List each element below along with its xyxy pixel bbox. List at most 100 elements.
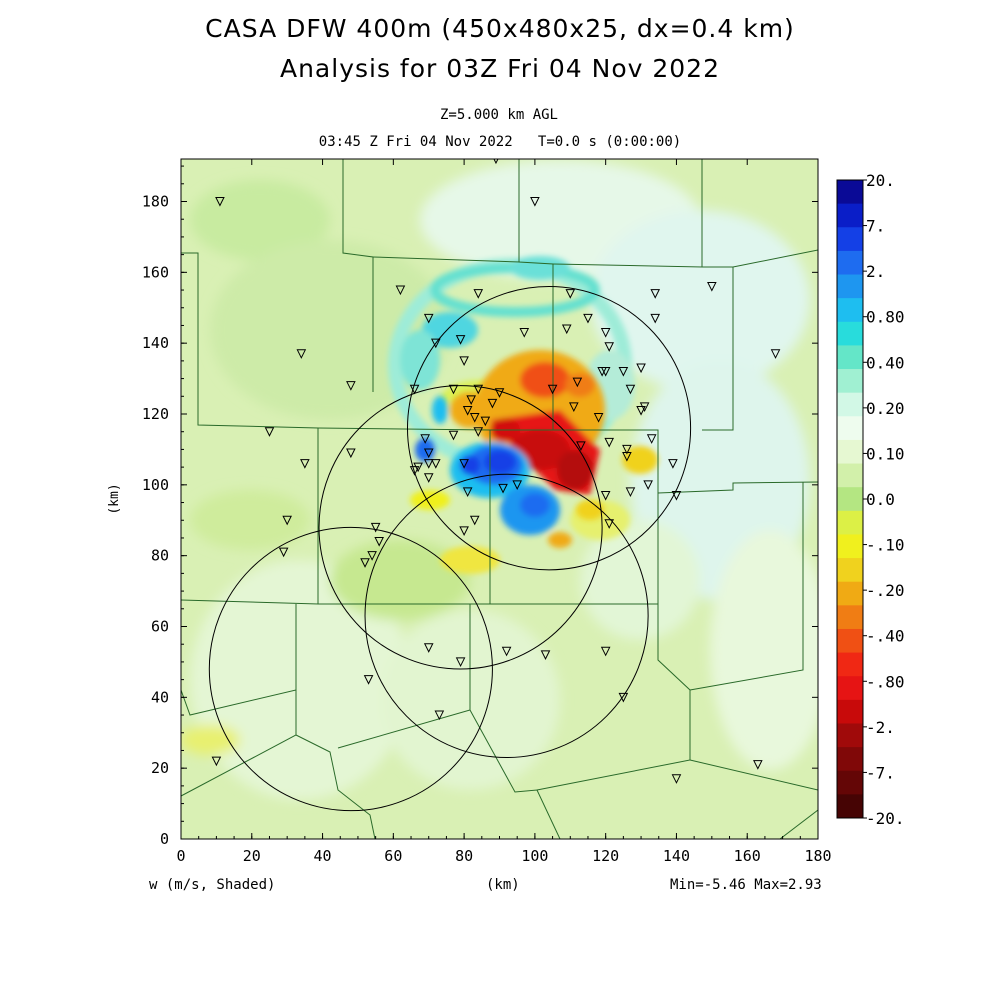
station-marker [215,197,225,207]
colorbar-swatch [837,747,863,772]
station-marker [597,367,607,377]
station-marker [569,402,579,413]
x-axis: 0 20 40 60 80 100 120 140 160 180 [176,159,832,865]
station-marker [498,483,508,494]
x-tick-label: 20 [243,847,261,865]
y-tick-label: 160 [142,263,169,281]
y-axis: 0 20 40 60 80 100 120 140 160 180 [142,165,818,848]
colorbar-swatch [837,250,863,276]
station-marker [650,289,661,299]
station-marker [360,558,370,568]
station-marker [211,756,222,767]
variable-label: w (m/s, Shaded) [149,877,276,893]
colorbar-swatch [837,605,863,630]
station-marker [466,395,476,405]
station-marker [473,427,484,437]
station-marker [409,384,420,395]
station-marker [296,349,307,359]
colorbar-label: 2. [866,262,885,281]
station-marker [622,444,632,455]
station-marker [346,381,356,391]
station-marker [448,430,459,441]
station-marker [604,342,615,352]
station-marker [494,388,505,398]
colorbar-swatch [837,676,863,701]
colorbar-label: -.80 [866,672,905,691]
colorbar-label: -.40 [866,627,905,646]
x-tick-label: 140 [663,847,690,865]
station-marker [547,384,558,395]
colorbar-label: -2. [866,718,895,737]
station-marker [423,643,434,653]
colorbar-label: -20. [866,809,905,828]
colorbar-label: -.20 [866,581,905,600]
colorbar-label: 0.20 [866,399,905,418]
station-marker [462,405,473,416]
colorbar-swatch [837,534,863,559]
station-marker [707,282,717,292]
radar-range-circle [406,286,692,571]
colorbar-swatch [837,487,863,512]
colorbar-label: 0.0 [866,490,895,509]
station-marker [423,313,434,324]
time-label: 03:45 Z Fri 04 Nov 2022 T=0.0 s (0:00:00… [318,134,682,150]
station-marker [600,646,611,657]
colorbar-label: -.10 [866,536,905,555]
station-marker [469,413,480,423]
colorbar-swatch [837,699,863,724]
colorbar-swatch [837,345,863,370]
station-marker [622,452,632,462]
station-marker [264,427,275,437]
station-marker [565,289,576,299]
colorbar-swatch [837,416,863,441]
station-marker [576,441,586,451]
colorbar-label: 0.10 [866,444,905,463]
y-tick-label: 180 [142,193,169,211]
colorbar-swatch [837,203,863,228]
station-marker [668,459,678,469]
x-tick-label: 40 [314,847,332,865]
station-marker [346,448,356,459]
colorbar-swatch [837,439,863,465]
x-tick-label: 180 [804,847,831,865]
station-marker [395,285,406,296]
station-marker [671,774,682,784]
station-marker [636,363,646,374]
level-label: Z=5.000 km AGL [439,107,558,123]
x-tick-label: 60 [384,847,402,865]
colorbar-swatch [837,652,863,677]
y-tick-label: 40 [151,688,169,706]
colorbar: 20. 7. 2. 0.80 0.40 0.20 0.10 0.0 -.10 -.20 -.40 -.… [836,171,905,828]
colorbar-label: 0.80 [866,308,905,327]
colorbar-label: -7. [866,763,895,782]
x-tick-label: 160 [734,847,761,865]
colorbar-swatch [837,770,863,795]
colorbar-swatch [837,794,863,819]
station-marker [455,657,466,668]
colorbar-swatch [837,392,863,417]
x-tick-label: 0 [176,847,185,865]
station-marker [625,487,636,498]
station-marker [423,473,434,483]
station-marker [636,405,646,416]
station-marker [501,646,512,657]
colorbar-swatch [837,581,863,606]
colorbar-swatch [837,227,863,252]
y-tick-label: 80 [151,547,169,565]
station-marker [625,384,636,395]
colorbar-swatch [837,628,863,654]
x-tick-label: 100 [521,847,548,865]
plot-title: CASA DFW 400m (450x480x25, dx=0.4 km) [205,14,795,43]
station-marker [561,324,572,335]
station-marker [530,197,540,207]
radar-range-circle [364,473,649,759]
colorbar-label: 0.40 [866,353,905,372]
station-marker [473,384,484,395]
station-marker [473,289,484,299]
station-marker [512,480,523,490]
station-marker [618,692,629,703]
colorbar-swatch [837,274,863,299]
station-marker [646,434,657,444]
station-marker [423,448,434,459]
